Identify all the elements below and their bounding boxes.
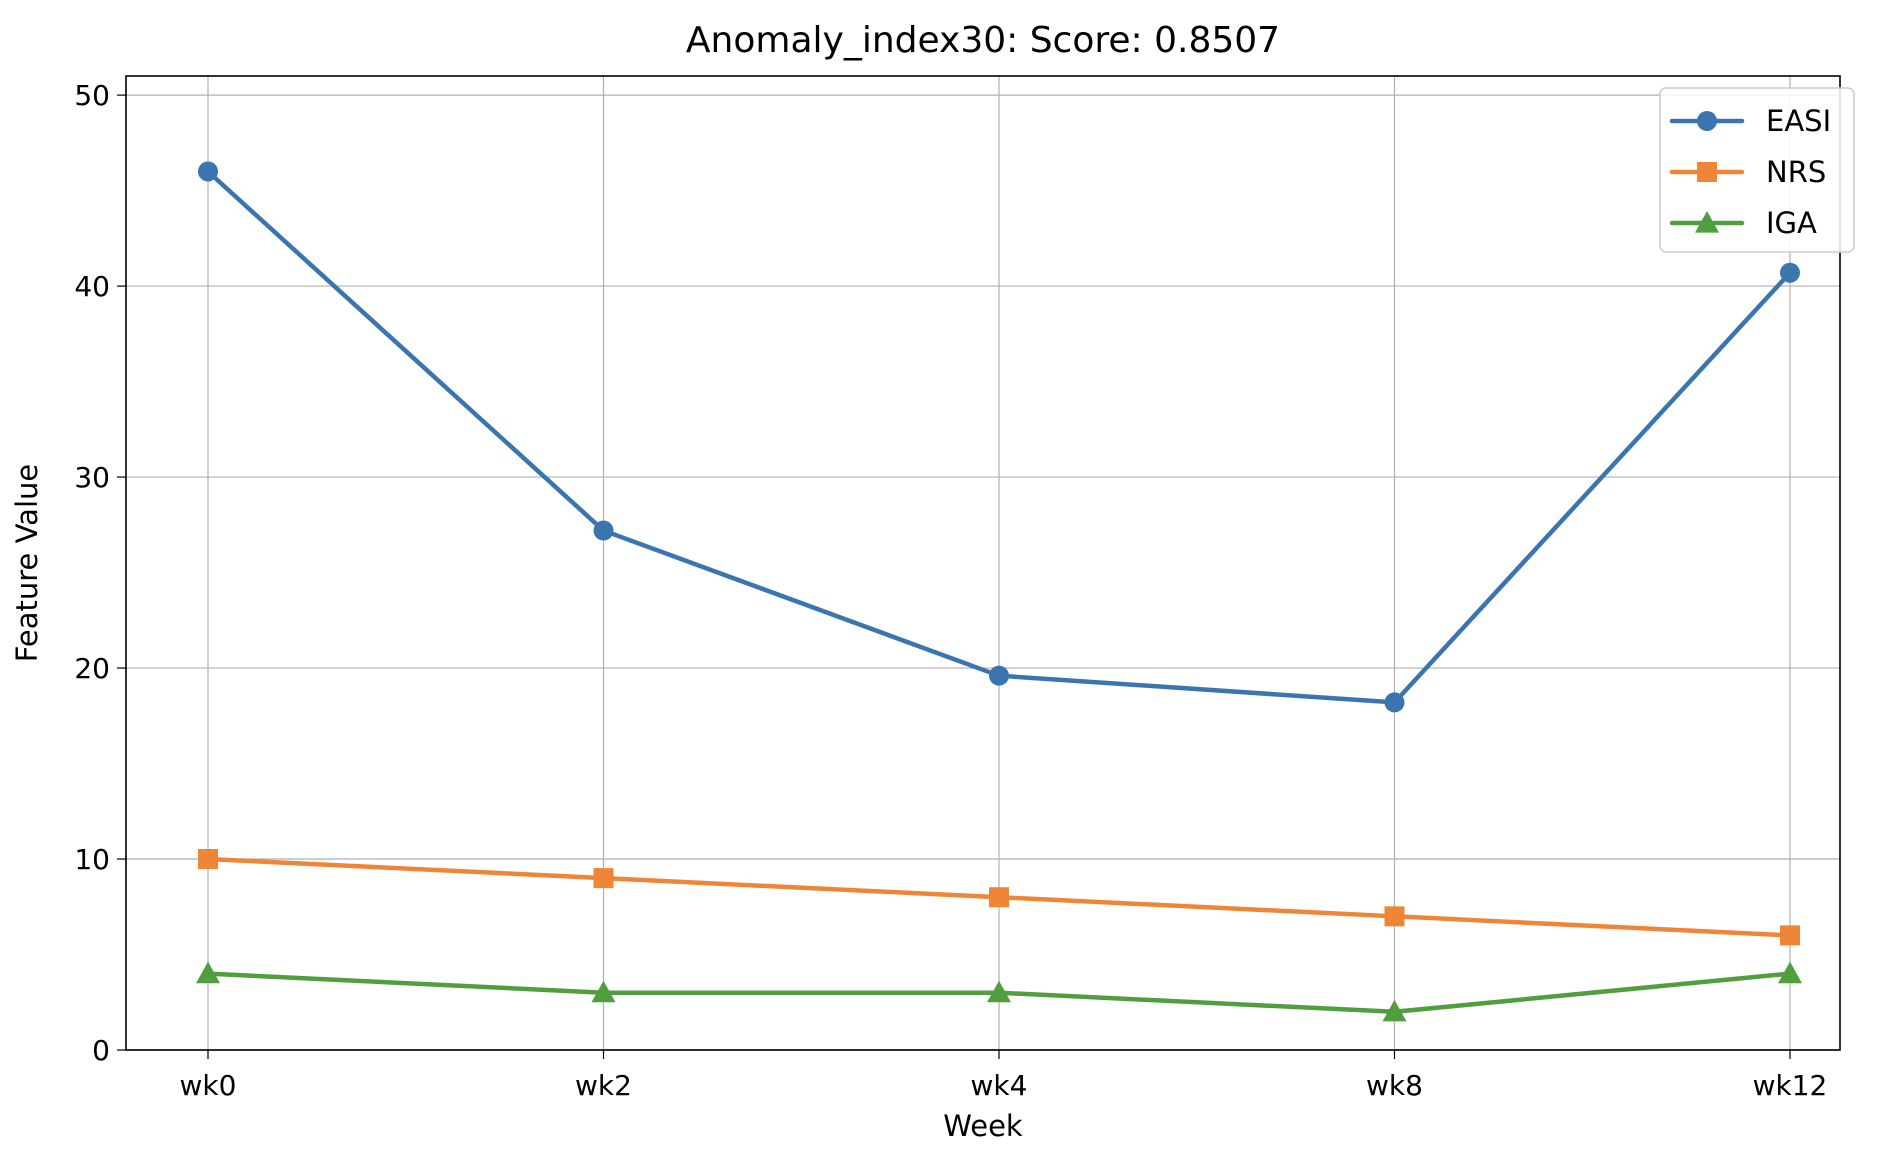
data-point-nrs — [593, 868, 614, 889]
data-point-easi — [593, 520, 614, 541]
data-point-easi — [1384, 692, 1405, 713]
data-point-iga — [1382, 999, 1407, 1022]
y-tick-label: 10 — [74, 843, 110, 876]
chart-title: Anomaly_index30: Score: 0.8507 — [686, 20, 1280, 61]
legend-label-nrs: NRS — [1766, 155, 1826, 189]
x-tick-label: wk8 — [1366, 1069, 1423, 1102]
data-point-nrs — [989, 887, 1009, 908]
x-tick-label: wk2 — [575, 1069, 632, 1102]
legend: EASI NRS IGA — [1659, 87, 1855, 253]
series-nrs — [198, 849, 1800, 946]
legend-label-easi: EASI — [1766, 104, 1831, 138]
series-iga — [196, 961, 1802, 1022]
y-tick-label: 0 — [92, 1034, 110, 1067]
y-tick-label: 50 — [74, 79, 110, 112]
x-tick-label: wk12 — [1753, 1069, 1828, 1102]
series-easi — [198, 161, 1800, 713]
data-point-iga — [987, 980, 1011, 1003]
y-axis-label: Feature Value — [10, 464, 44, 662]
data-point-iga — [196, 961, 220, 984]
data-point-easi — [198, 161, 218, 182]
data-point-nrs — [1780, 925, 1800, 946]
data-point-easi — [989, 665, 1009, 686]
legend-item-easi: EASI — [1669, 104, 1831, 138]
data-point-nrs — [1384, 906, 1405, 927]
data-point-easi — [1780, 262, 1800, 283]
legend-item-nrs: NRS — [1669, 155, 1826, 189]
legend-marker-nrs — [1697, 162, 1717, 182]
data-point-iga — [591, 980, 616, 1003]
series-group — [196, 161, 1802, 1022]
x-tick-label: wk0 — [180, 1069, 237, 1102]
plot-frame — [125, 75, 1841, 1051]
y-tick-label: 30 — [74, 461, 110, 494]
x-axis-label: Week — [943, 1109, 1023, 1143]
legend-marker-easi — [1697, 111, 1717, 131]
data-point-iga — [1778, 961, 1802, 984]
grid — [126, 76, 1840, 1051]
legend-marker-iga — [1695, 211, 1719, 233]
x-tick-label: wk4 — [971, 1069, 1028, 1102]
y-tick-label: 20 — [74, 652, 110, 685]
legend-label-iga: IGA — [1766, 206, 1817, 240]
data-point-nrs — [198, 849, 218, 870]
axis-ticks: wk0 wk2 wk4 wk8 wk12 0 10 20 30 40 50 — [74, 79, 1827, 1102]
y-tick-label: 40 — [74, 270, 110, 303]
legend-item-iga: IGA — [1669, 206, 1817, 240]
